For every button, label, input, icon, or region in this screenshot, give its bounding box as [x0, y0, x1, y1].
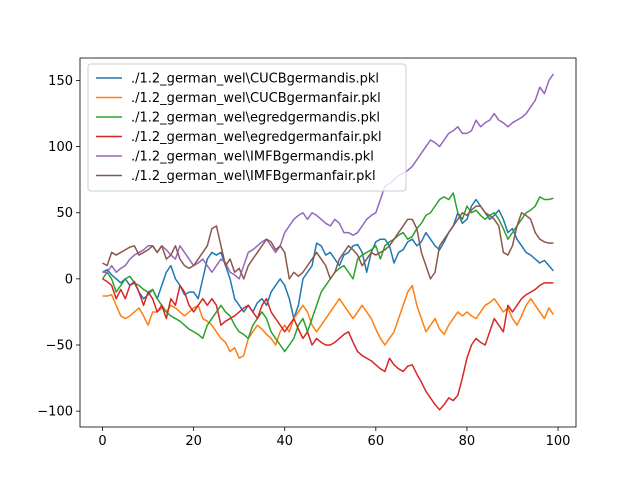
- y-tick-label: 0: [65, 272, 73, 287]
- x-tick-label: 100: [546, 434, 571, 449]
- x-tick-label: 40: [276, 434, 293, 449]
- legend-box: [87, 63, 407, 192]
- axes-frame: [79, 57, 577, 428]
- x-tick-label: 60: [368, 434, 385, 449]
- legend-label: ./1.2_german_wel\IMFBgermandis.pkl: [131, 150, 374, 165]
- x-tick-label: 20: [185, 434, 202, 449]
- series-line: [102, 278, 554, 411]
- legend-label: ./1.2_german_wel\CUCBgermanfair.pkl: [131, 91, 381, 106]
- y-tick-label: 100: [48, 140, 73, 155]
- y-tick-label: −100: [37, 405, 73, 420]
- legend-label: ./1.2_german_wel\IMFBgermanfair.pkl: [131, 169, 376, 184]
- series-line: [102, 198, 555, 320]
- series-line: [102, 205, 554, 280]
- y-tick-label: 150: [48, 74, 73, 89]
- series-line: [101, 192, 554, 353]
- y-tick-label: −50: [46, 339, 73, 354]
- series-line: [102, 284, 555, 359]
- x-tick-label: 0: [98, 434, 106, 449]
- legend-label: ./1.2_german_wel\egredgermandis.pkl: [131, 111, 380, 126]
- y-tick-label: 50: [56, 206, 73, 221]
- legend-label: ./1.2_german_wel\egredgermanfair.pkl: [131, 130, 382, 145]
- legend-label: ./1.2_german_wel\CUCBgermandis.pkl: [131, 72, 379, 87]
- x-tick-label: 80: [459, 434, 476, 449]
